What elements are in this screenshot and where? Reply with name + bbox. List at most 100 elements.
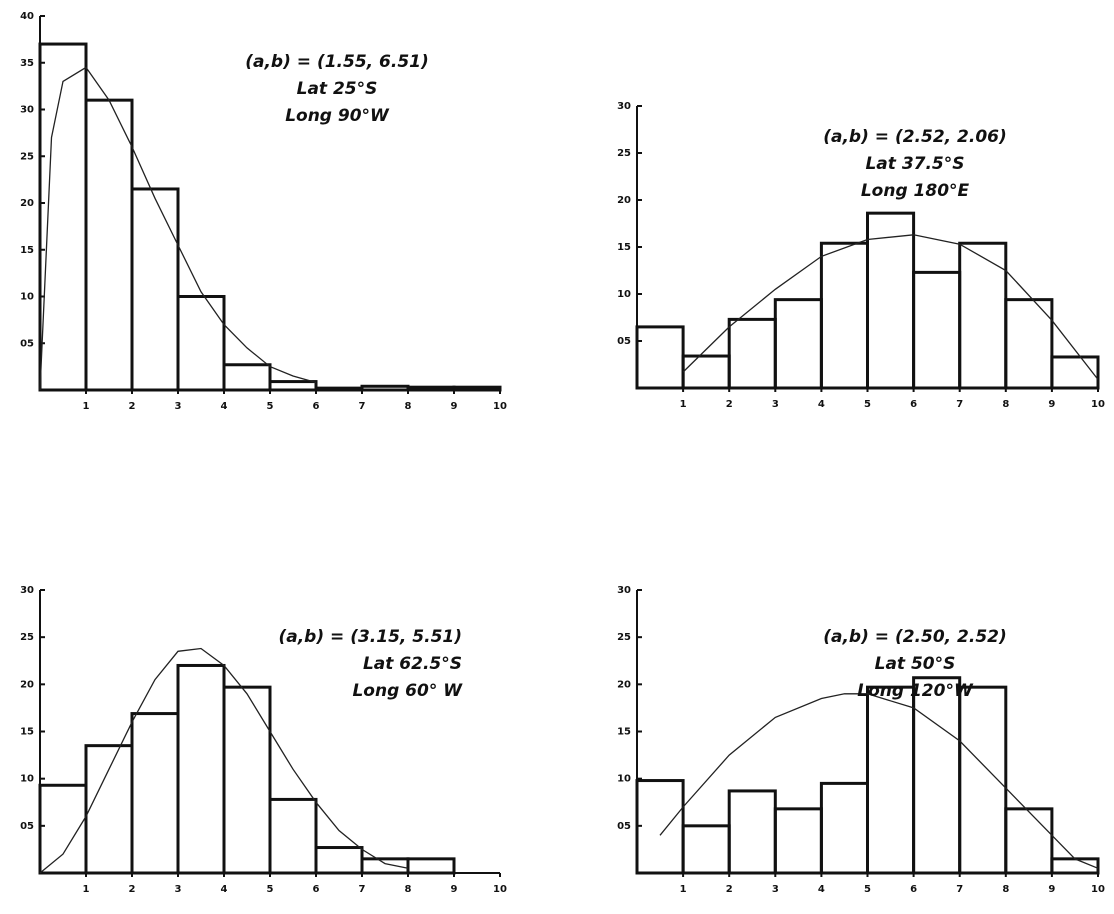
histogram-bar — [681, 824, 731, 875]
fit-curve — [682, 234, 1099, 380]
histogram-bar — [314, 386, 364, 392]
x-tick-label: 2 — [129, 401, 136, 412]
x-tick-label: 8 — [1002, 399, 1009, 410]
histogram-bar — [130, 712, 180, 875]
x-tick-label: 10 — [1091, 884, 1105, 895]
x-tick-label: 7 — [956, 399, 963, 410]
x-tick-label: 8 — [405, 401, 412, 412]
y-tick-label: 20 — [20, 679, 34, 690]
x-tick-label: 6 — [910, 884, 917, 895]
y-tick-label: 25 — [617, 632, 631, 643]
histogram-bar — [819, 241, 870, 390]
y-tick-label: 15 — [20, 727, 34, 738]
x-tick-label: 8 — [1002, 884, 1009, 895]
x-tick-label: 1 — [680, 399, 687, 410]
y-tick-label: 20 — [20, 198, 34, 209]
histogram-bar — [727, 789, 777, 875]
y-tick-label: 20 — [617, 195, 631, 206]
annotation: Long 120°W — [857, 681, 974, 701]
histogram-bar — [1050, 355, 1100, 390]
histogram-bar — [38, 783, 88, 875]
x-tick-label: 3 — [772, 884, 779, 895]
x-tick-label: 10 — [1091, 399, 1105, 410]
y-tick-label: 40 — [20, 11, 34, 22]
y-tick-label: 10 — [20, 774, 34, 785]
x-tick-label: 6 — [313, 401, 320, 412]
histogram-bar — [958, 685, 1008, 875]
y-tick-label: 25 — [20, 632, 34, 643]
x-tick-label: 9 — [1048, 884, 1055, 895]
histogram-bar — [360, 857, 410, 875]
y-tick-label: 30 — [617, 585, 631, 596]
x-tick-label: 9 — [1048, 399, 1055, 410]
histogram-bar — [130, 187, 180, 392]
histogram-bar — [38, 42, 88, 392]
x-tick-label: 9 — [451, 884, 458, 895]
y-tick-label: 30 — [617, 101, 631, 112]
histogram-bar — [1004, 298, 1054, 390]
annotation: (a,b) = (3.15, 5.51) — [278, 627, 462, 647]
y-tick-label: 05 — [617, 821, 631, 832]
panel: 05 10 15 20 25 30 35 40 1 2 3 4 5 6 7 8 9 10 (a,b) = (1.55… — [20, 11, 507, 412]
y-tick-label: 20 — [617, 679, 631, 690]
x-tick-label: 4 — [221, 884, 228, 895]
histogram-bar — [84, 98, 134, 392]
x-tick-label: 6 — [910, 399, 917, 410]
x-tick-label: 9 — [451, 401, 458, 412]
histogram-bar — [314, 846, 364, 875]
panel: 05 10 15 20 25 30 1 2 3 4 5 6 7 8 9 10 (a,b) = (3.15, 5.… — [20, 585, 507, 895]
y-tick-label: 10 — [20, 292, 34, 303]
y-tick-label: 30 — [20, 585, 34, 596]
histogram-bar — [773, 298, 823, 390]
x-tick-label: 10 — [493, 401, 507, 412]
histogram-bar — [176, 663, 226, 875]
histogram-bar — [452, 385, 502, 392]
histogram-bar — [681, 354, 731, 390]
y-tick-label: 30 — [20, 105, 34, 116]
histogram-bar — [819, 781, 870, 875]
annotation: Long 180°E — [861, 181, 970, 201]
annotation: Lat 62.5°S — [363, 654, 462, 674]
y-tick-label: 05 — [617, 336, 631, 347]
x-tick-label: 6 — [313, 884, 320, 895]
histogram-bar — [360, 384, 410, 392]
histogram-bar — [912, 270, 962, 390]
histogram-bar — [84, 744, 134, 875]
annotation: Lat 50°S — [875, 654, 956, 674]
x-tick-label: 2 — [129, 884, 136, 895]
histogram-bar — [268, 380, 318, 392]
y-tick-label: 10 — [617, 289, 631, 300]
x-tick-label: 7 — [956, 884, 963, 895]
annotation: Lat 25°S — [297, 79, 378, 99]
histogram-bar — [176, 295, 226, 392]
x-tick-label: 4 — [818, 399, 825, 410]
histogram-bar — [222, 685, 272, 875]
annotation: (a,b) = (2.50, 2.52) — [823, 627, 1007, 647]
x-tick-label: 3 — [772, 399, 779, 410]
y-tick-label: 05 — [20, 821, 34, 832]
x-tick-label: 1 — [83, 401, 90, 412]
y-tick-label: 15 — [617, 727, 631, 738]
histogram-bar — [635, 779, 685, 875]
fit-curve — [659, 693, 1099, 869]
histogram-bar — [958, 241, 1008, 390]
x-tick-label: 2 — [726, 399, 733, 410]
histogram-bar — [773, 807, 823, 875]
histogram-bar — [1004, 807, 1054, 875]
x-tick-label: 8 — [405, 884, 412, 895]
annotation: Long 60° W — [352, 681, 463, 701]
histogram-bar — [635, 325, 685, 390]
x-tick-label: 7 — [359, 401, 366, 412]
x-tick-label: 2 — [726, 884, 733, 895]
annotation: Long 90°W — [285, 106, 390, 126]
x-tick-label: 4 — [818, 884, 825, 895]
annotation: (a,b) = (1.55, 6.51) — [245, 52, 429, 72]
y-tick-label: 25 — [617, 148, 631, 159]
histogram-bar — [727, 317, 777, 390]
x-tick-label: 10 — [493, 884, 507, 895]
y-tick-label: 10 — [617, 774, 631, 785]
x-tick-label: 7 — [359, 884, 366, 895]
x-tick-label: 5 — [864, 884, 871, 895]
x-tick-label: 3 — [175, 884, 182, 895]
